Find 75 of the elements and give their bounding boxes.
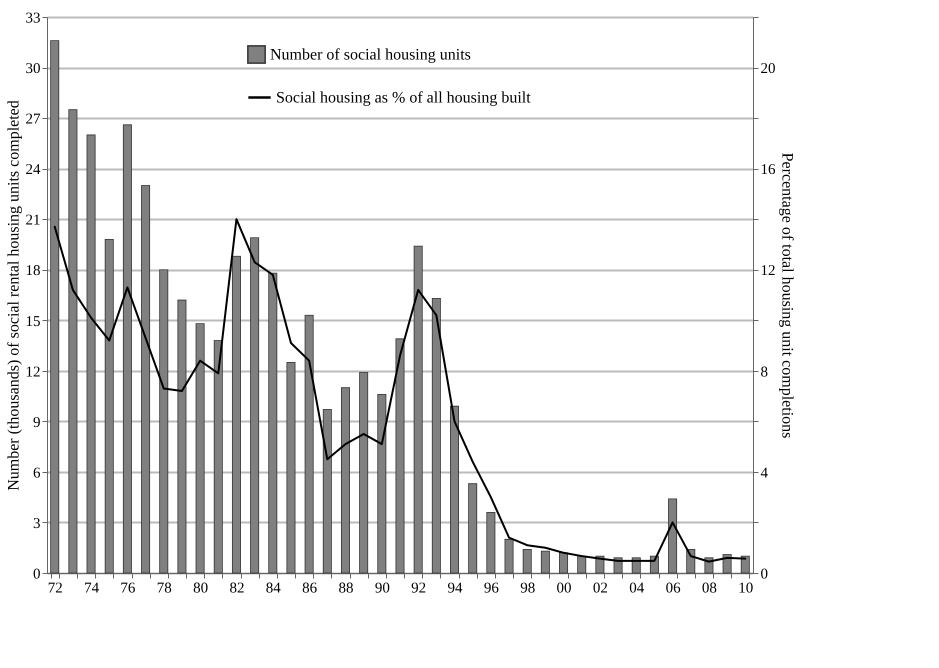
y-tick-label: 15 (26, 314, 40, 330)
bar (68, 109, 78, 574)
bar (86, 134, 96, 574)
bar (522, 549, 532, 574)
bar (104, 239, 114, 574)
y-tick-label: 12 (26, 364, 40, 380)
x-tick-label: 86 (302, 580, 318, 596)
x-tick-label: 94 (448, 580, 464, 596)
x-tick-label: 08 (702, 580, 717, 596)
bar (468, 483, 478, 574)
y2-tick-label: 12 (760, 263, 776, 280)
legend-label: Social housing as % of all housing built (276, 90, 532, 106)
y-tick-label: 3 (33, 516, 40, 532)
bar (250, 237, 260, 574)
x-tick-label: 04 (629, 580, 645, 596)
bar (177, 300, 186, 574)
bar (268, 272, 278, 574)
y2-tick-label: 20 (760, 61, 776, 78)
y2-tick-label: 4 (760, 465, 768, 482)
bar (377, 394, 386, 574)
bar (214, 340, 223, 574)
bar (359, 372, 368, 574)
y2-tick-label: 16 (760, 162, 776, 178)
bar (196, 323, 205, 574)
y2-tick-label: 0 (760, 566, 768, 582)
bar (577, 556, 586, 574)
bar (286, 362, 296, 574)
bar (540, 550, 550, 574)
bar (668, 498, 678, 574)
y-tick-label: 24 (26, 162, 41, 178)
bar (740, 556, 750, 574)
bar (396, 338, 404, 574)
line-series (54, 218, 746, 563)
bar (450, 406, 460, 574)
x-tick-label: 00 (556, 580, 572, 596)
bar (504, 538, 514, 574)
bar (559, 552, 568, 574)
x-tick-label: 80 (193, 580, 208, 596)
y-axis-title: Number (thousands) of social rental housing units completed (6, 100, 22, 491)
y2-tick-label: 8 (760, 364, 768, 380)
x-tick-label: 98 (520, 580, 536, 596)
bar (50, 40, 60, 574)
x-tick-label: 96 (484, 580, 500, 596)
x-tick-label: 84 (266, 580, 282, 596)
y-tick-label: 0 (33, 566, 40, 582)
x-tick-label: 90 (374, 580, 390, 596)
x-tick-label: 10 (738, 580, 754, 596)
y2-axis-title: Percentage of total housing unit completions (778, 152, 796, 438)
bar (304, 314, 314, 574)
x-tick-label: 92 (411, 580, 426, 596)
y-tick-label: 30 (26, 61, 40, 78)
x-tick-label: 88 (338, 580, 354, 596)
y-tick-label: 9 (33, 414, 40, 431)
x-tick-label: 82 (229, 580, 244, 596)
bar (414, 246, 423, 574)
bar (486, 512, 496, 574)
bar (141, 185, 150, 574)
bar (322, 409, 332, 574)
x-tick-label: 72 (48, 580, 63, 596)
bar (122, 124, 132, 574)
x-tick-label: 78 (156, 580, 172, 596)
y-tick-label: 27 (26, 112, 41, 128)
x-tick-label: 02 (592, 580, 608, 596)
x-tick-label: 06 (666, 580, 682, 596)
x-tick-label: 76 (120, 580, 136, 596)
y-tick-label: 33 (26, 10, 40, 26)
bar (159, 269, 168, 574)
x-tick-label: 74 (84, 580, 100, 596)
bar (340, 387, 350, 574)
y-tick-label: 21 (26, 212, 40, 229)
y-tick-label: 18 (26, 263, 40, 280)
bar (432, 298, 441, 574)
bar (232, 256, 241, 574)
legend-label: Number of social housing units (270, 46, 471, 64)
y-tick-label: 6 (33, 465, 41, 482)
